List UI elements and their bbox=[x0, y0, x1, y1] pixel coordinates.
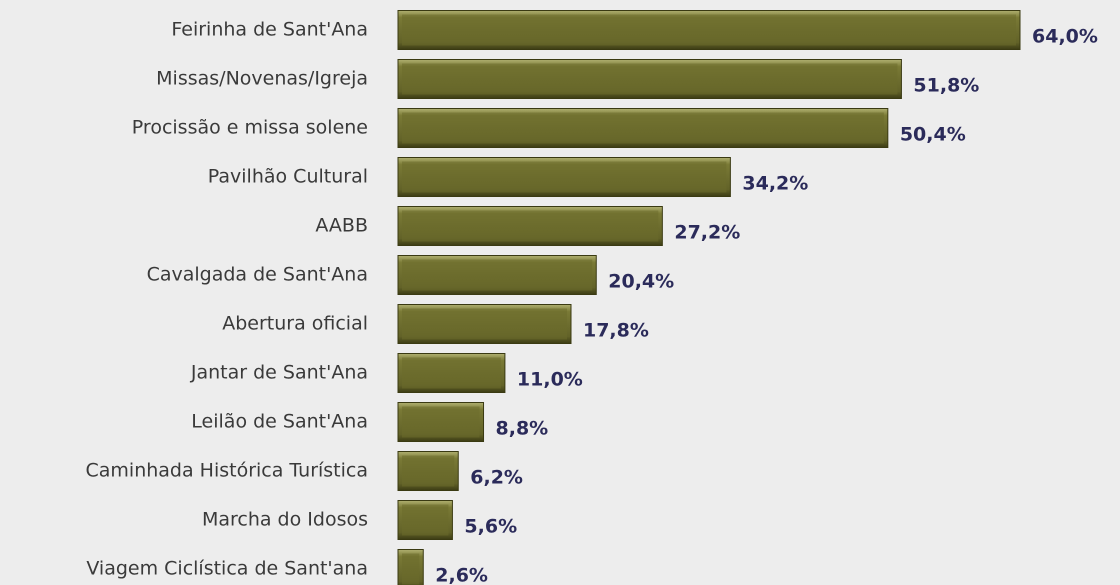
bar-bevel bbox=[402, 455, 455, 487]
value-label: 6,2% bbox=[470, 467, 523, 489]
category-label: Marcha do Idosos bbox=[202, 509, 368, 531]
bar-bevel bbox=[402, 14, 1016, 46]
bar-bevel bbox=[402, 553, 420, 585]
category-label: Feirinha de Sant'Ana bbox=[171, 19, 368, 41]
value-label: 27,2% bbox=[674, 222, 740, 244]
value-label: 51,8% bbox=[913, 75, 979, 97]
bar-bevel bbox=[402, 161, 727, 193]
bar-bevel bbox=[402, 210, 659, 242]
category-label: Cavalgada de Sant'Ana bbox=[147, 264, 368, 286]
category-label: AABB bbox=[315, 215, 368, 237]
category-label: Procissão e missa solene bbox=[132, 117, 368, 139]
bar-bevel bbox=[402, 406, 480, 438]
value-label: 50,4% bbox=[900, 124, 966, 146]
category-label: Abertura oficial bbox=[222, 313, 368, 335]
value-label: 17,8% bbox=[583, 320, 649, 342]
value-label: 34,2% bbox=[742, 173, 808, 195]
value-label: 5,6% bbox=[464, 516, 517, 538]
value-label: 8,8% bbox=[496, 418, 549, 440]
bar-bevel bbox=[402, 504, 449, 536]
bar-bevel bbox=[402, 259, 593, 291]
category-label: Pavilhão Cultural bbox=[208, 166, 368, 188]
bar-bevel bbox=[402, 112, 884, 144]
value-label: 11,0% bbox=[517, 369, 583, 391]
bar-bevel bbox=[402, 308, 567, 340]
category-label: Missas/Novenas/Igreja bbox=[156, 68, 368, 90]
value-label: 2,6% bbox=[435, 565, 488, 585]
value-label: 20,4% bbox=[608, 271, 674, 293]
category-label: Leilão de Sant'Ana bbox=[191, 411, 368, 433]
category-label: Caminhada Histórica Turística bbox=[86, 460, 369, 482]
category-label: Viagem Ciclística de Sant'ana bbox=[86, 558, 368, 580]
category-label: Jantar de Sant'Ana bbox=[190, 362, 368, 384]
bar-bevel bbox=[402, 63, 898, 95]
value-label: 64,0% bbox=[1032, 26, 1098, 48]
bar-bevel bbox=[402, 357, 501, 389]
